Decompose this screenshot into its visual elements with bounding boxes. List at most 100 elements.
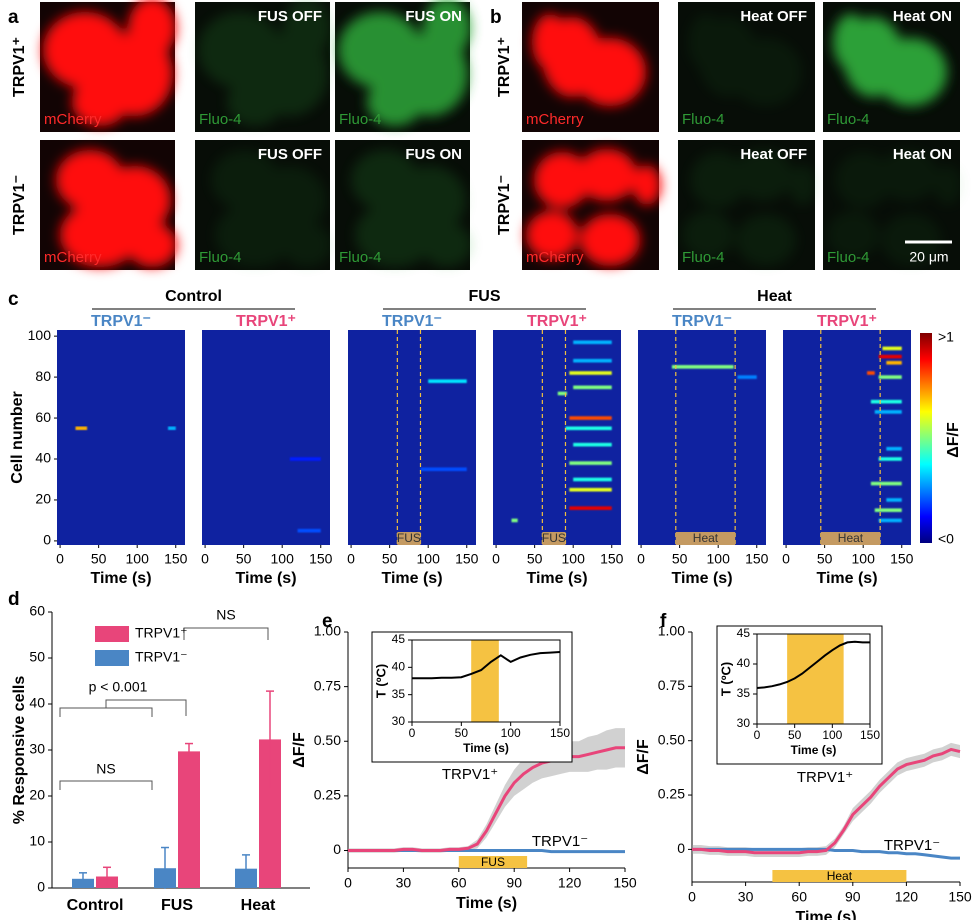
cell	[574, 38, 646, 106]
legend-label: TRPV1⁺	[135, 625, 188, 641]
cell	[534, 152, 590, 208]
cell	[127, 223, 177, 267]
annotation: p < 0.001	[89, 679, 148, 695]
group-title: Control	[165, 288, 222, 305]
stimulus-label: Heat	[838, 531, 864, 545]
heatmap-streak	[420, 467, 467, 472]
cell	[72, 78, 128, 126]
image-tile: mCherry	[40, 0, 176, 132]
y-tick-label: 40	[392, 660, 406, 674]
x-tick-label: FUS	[161, 897, 193, 914]
x-tick-label: 50	[788, 728, 802, 742]
x-axis-label: Time (s)	[816, 570, 877, 587]
image-tile: FUS ON Fluo-4	[335, 0, 471, 132]
stimulus-label: FUS	[542, 531, 566, 545]
heatmap-rows	[511, 340, 612, 523]
data-line	[692, 747, 961, 855]
panel-label: f	[660, 611, 667, 632]
cells	[827, 149, 962, 266]
y-tick-label: 60	[29, 603, 45, 619]
colorbar-label: ΔF/F	[945, 422, 962, 458]
cell	[875, 38, 947, 106]
series-label: TRPV1⁺	[797, 769, 853, 786]
heatmap-streak	[573, 340, 612, 345]
y-tick-label: 35	[392, 687, 406, 701]
y-tick-label: 0	[333, 841, 341, 857]
panel-label: c	[8, 289, 19, 310]
x-tick-label: 50	[672, 551, 688, 567]
legend-swatch	[95, 626, 129, 642]
y-tick-label: 0	[37, 879, 45, 895]
image-tile: mCherry	[522, 140, 661, 270]
colorbar-min: <0	[938, 531, 954, 547]
cells	[56, 150, 177, 267]
heatmap-background	[638, 330, 766, 545]
x-tick-label: 150	[600, 551, 624, 567]
cells	[43, 0, 176, 126]
x-tick-label: 100	[126, 551, 150, 567]
heatmap-rows	[420, 379, 467, 472]
heatmap-streak	[874, 410, 902, 414]
y-tick-label: 40	[29, 695, 45, 711]
x-tick-label: 50	[817, 551, 833, 567]
heatmap-streak	[557, 391, 568, 396]
series-label: TRPV1⁻	[532, 833, 588, 850]
heatmap-streak	[297, 528, 321, 533]
image-tile: mCherry	[522, 2, 659, 132]
heatmap-streak	[569, 461, 612, 465]
y-tick-label: 20	[35, 491, 51, 507]
tile-caption: Fluo-4	[682, 249, 725, 266]
x-tick-label: 0	[201, 551, 209, 567]
x-tick-label: 60	[791, 889, 807, 905]
tile-caption: Fluo-4	[339, 249, 382, 266]
panel-subtitle: TRPV1⁺	[527, 313, 587, 330]
panel-subtitle: TRPV1⁻	[672, 313, 732, 330]
x-tick-label: 150	[860, 728, 880, 742]
x-tick-label: 100	[822, 728, 842, 742]
stimulus-box	[675, 532, 736, 545]
heatmap-streak	[511, 518, 518, 523]
x-tick-label: 0	[344, 875, 352, 891]
cell	[215, 203, 295, 267]
x-axis-label: Time (s)	[463, 741, 509, 755]
heatmap-streak	[671, 365, 734, 369]
cell	[827, 211, 879, 259]
x-tick-label: 0	[688, 889, 696, 905]
cell	[730, 38, 802, 106]
bar	[259, 739, 281, 888]
x-axis-label: Time (s)	[526, 570, 587, 587]
tile-caption: mCherry	[44, 249, 102, 266]
cell	[580, 214, 640, 266]
tile-caption: mCherry	[526, 111, 584, 128]
heatmap-streak	[289, 457, 321, 461]
panel-subtitle: TRPV1⁺	[817, 313, 877, 330]
heatmap-streak	[573, 477, 612, 482]
x-tick-label: 100	[501, 726, 521, 740]
heatmap-rows	[75, 426, 176, 431]
cells	[682, 149, 817, 266]
heatmap-rows	[867, 346, 902, 523]
image-tile: Heat OFF Fluo-4	[678, 2, 815, 132]
x-axis-label: Time (s)	[90, 570, 151, 587]
x-tick-label: 100	[417, 551, 441, 567]
x-tick-label: 60	[451, 875, 467, 891]
tile-caption: Fluo-4	[339, 111, 382, 128]
x-tick-label: 150	[164, 551, 188, 567]
x-tick-label: 150	[890, 551, 914, 567]
heatmap-streak	[882, 346, 902, 351]
cell	[283, 0, 331, 58]
x-tick-label: 100	[271, 551, 295, 567]
annotation: NS	[96, 761, 115, 777]
y-tick-label: 0.25	[658, 786, 685, 802]
image-tile: Heat ON Fluo-4	[823, 2, 960, 132]
stimulus-label: FUS	[481, 855, 505, 869]
cell	[733, 149, 793, 201]
stimulus-bar	[458, 856, 528, 868]
heatmap-streak	[878, 457, 902, 461]
cell	[633, 165, 661, 205]
stimulus-box	[820, 532, 881, 545]
bracket	[59, 699, 187, 717]
inset-axes	[756, 633, 871, 725]
heatmap-streak	[886, 360, 902, 365]
